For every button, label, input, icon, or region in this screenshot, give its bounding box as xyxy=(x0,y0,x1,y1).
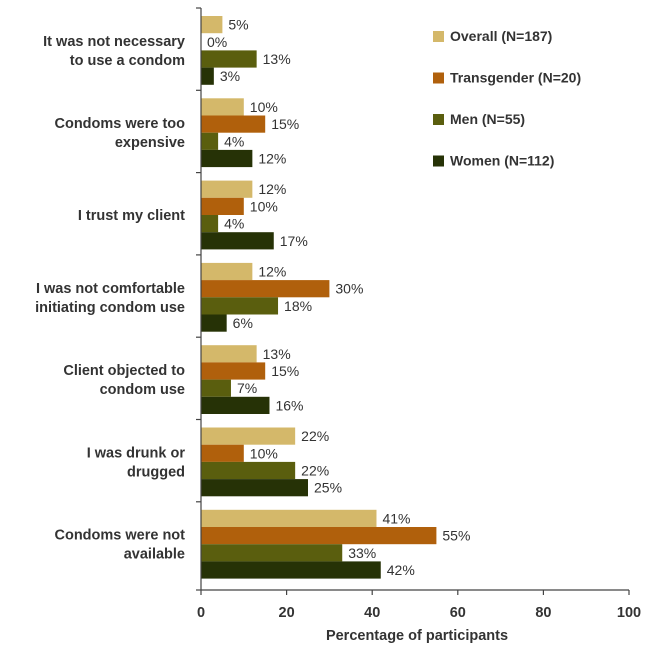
bar-3-series-2 xyxy=(201,197,244,215)
bar-6-series-3 xyxy=(201,461,296,480)
bar-3-series-1 xyxy=(201,180,253,198)
legend-label-2: Transgender (N=20) xyxy=(450,70,581,86)
x-ticks-layer: 0 20 40 60 80 100 xyxy=(197,590,641,621)
y-ticks-layer xyxy=(196,7,201,591)
bar-6-series-1 xyxy=(201,427,296,445)
value-label-5-series-3: 7% xyxy=(237,380,257,396)
x-axis-title: Percentage of participants xyxy=(326,628,508,644)
x-tick-label: 60 xyxy=(450,605,466,621)
category-label-5: Client objected to condom use xyxy=(63,363,185,398)
value-label-3-series-4: 17% xyxy=(280,233,308,249)
value-label-7-series-2: 55% xyxy=(442,528,470,544)
value-label-5-series-4: 16% xyxy=(275,397,303,413)
bar-7-series-2 xyxy=(201,527,437,545)
category-label-1: It was not necessary to use a condom xyxy=(43,34,185,69)
bar-5-series-4 xyxy=(201,396,270,414)
value-label-4-series-3: 18% xyxy=(284,298,312,314)
value-label-2-series-2: 15% xyxy=(271,116,299,132)
legend-label-3: Men (N=55) xyxy=(450,111,525,127)
bar-7-series-1 xyxy=(201,509,377,527)
value-label-6-series-2: 10% xyxy=(250,445,278,461)
legend-label-4: Women (N=112) xyxy=(450,153,554,169)
value-label-7-series-3: 33% xyxy=(348,545,376,561)
value-label-1-series-2: 0% xyxy=(207,34,227,50)
value-label-4-series-1: 12% xyxy=(258,264,286,280)
category-label-2: Condoms were too expensive xyxy=(54,116,185,151)
x-tick-label: 20 xyxy=(279,605,295,621)
legend-swatch-3 xyxy=(433,114,444,125)
value-label-3-series-3: 4% xyxy=(224,216,244,232)
x-tick-label: 100 xyxy=(617,605,641,621)
bar-6-series-4 xyxy=(201,479,308,497)
bar-2-series-2 xyxy=(201,115,266,133)
value-label-1-series-1: 5% xyxy=(228,17,248,33)
bar-2-series-4 xyxy=(201,149,253,168)
value-label-7-series-4: 42% xyxy=(387,562,415,578)
bar-5-series-3 xyxy=(201,379,231,397)
bar-1-series-3 xyxy=(201,50,257,68)
value-label-7-series-1: 41% xyxy=(382,510,410,526)
value-label-1-series-3: 13% xyxy=(263,51,291,67)
value-label-3-series-2: 10% xyxy=(250,198,278,214)
x-tick-label: 40 xyxy=(364,605,380,621)
x-tick-label: 0 xyxy=(197,605,205,621)
category-label-7: Condoms were not available xyxy=(54,528,185,563)
legend-swatch-1 xyxy=(433,31,444,42)
category-label-6: I was drunk or drugged xyxy=(87,445,186,480)
category-label-4: I was not comfortable initiating condom u… xyxy=(35,281,185,316)
bar-4-series-4 xyxy=(201,314,227,332)
bar-2-series-1 xyxy=(201,98,244,116)
bar-4-series-1 xyxy=(201,262,253,281)
value-label-4-series-4: 6% xyxy=(233,315,253,331)
value-label-6-series-3: 22% xyxy=(301,463,329,479)
legend-swatch-4 xyxy=(433,155,444,167)
value-label-5-series-1: 13% xyxy=(263,346,291,362)
bar-3-series-4 xyxy=(201,232,274,250)
category-labels-layer: It was not necessary to use a condom Condo… xyxy=(35,34,185,563)
value-label-2-series-1: 10% xyxy=(250,99,278,115)
value-label-6-series-4: 25% xyxy=(314,480,342,496)
value-label-5-series-2: 15% xyxy=(271,363,299,379)
legend-swatch-2 xyxy=(433,72,444,84)
value-label-4-series-2: 30% xyxy=(335,281,363,297)
bar-7-series-4 xyxy=(201,561,381,579)
value-label-1-series-4: 3% xyxy=(220,68,240,84)
bar-7-series-3 xyxy=(201,544,343,562)
bar-6-series-2 xyxy=(201,444,244,462)
category-label-3: I trust my client xyxy=(78,208,185,224)
bar-5-series-2 xyxy=(201,362,266,380)
x-tick-label: 80 xyxy=(535,605,551,621)
value-label-3-series-1: 12% xyxy=(258,181,286,197)
legend-label-1: Overall (N=187) xyxy=(450,28,552,44)
bar-1-series-1 xyxy=(201,16,223,34)
bar-4-series-2 xyxy=(201,280,330,298)
value-label-2-series-4: 12% xyxy=(258,151,286,167)
bar-3-series-3 xyxy=(201,215,219,233)
bars-layer xyxy=(201,16,437,579)
value-label-2-series-3: 4% xyxy=(224,133,244,149)
legend: Overall (N=187) Transgender (N=20) Men (N=… xyxy=(433,28,581,169)
bar-4-series-3 xyxy=(201,297,279,315)
value-labels-layer: 5%0%13%3%10%15%4%12%12%10%4%17%12%30%18%… xyxy=(207,17,470,578)
bar-1-series-4 xyxy=(201,67,214,85)
value-label-6-series-1: 22% xyxy=(301,428,329,444)
bar-2-series-3 xyxy=(201,132,219,150)
bar-5-series-1 xyxy=(201,345,257,363)
